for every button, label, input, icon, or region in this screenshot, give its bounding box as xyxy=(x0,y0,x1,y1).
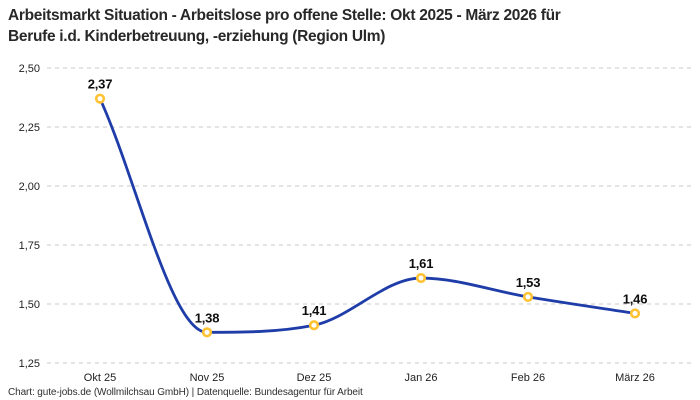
markers-group xyxy=(94,93,641,338)
data-point-label: 2,37 xyxy=(88,77,113,92)
y-axis-labels: 2,50 2,25 2,00 1,75 1,50 1,25 xyxy=(19,63,40,370)
series-line xyxy=(98,97,637,334)
data-point-label: 1,61 xyxy=(409,256,434,271)
y-axis-tick-label: 1,75 xyxy=(19,240,40,252)
data-point-marker xyxy=(522,291,534,303)
x-axis-tick-label: Feb 26 xyxy=(511,372,545,384)
data-point-marker xyxy=(629,308,641,319)
data-point-marker xyxy=(415,272,427,284)
chart-title-line1: Arbeitsmarkt Situation - Arbeitslose pro… xyxy=(8,7,561,24)
y-axis-tick-label: 1,50 xyxy=(19,299,40,311)
data-point-label: 1,53 xyxy=(516,275,541,290)
chart-title: Arbeitsmarkt Situation - Arbeitslose pro… xyxy=(8,5,668,47)
x-axis-tick-label: Dez 25 xyxy=(297,372,332,384)
x-axis-tick-label: Okt 25 xyxy=(84,372,116,384)
chart-attribution: Chart: gute-jobs.de (Wollmilchsau GmbH) … xyxy=(8,387,363,398)
chart-title-line2: Berufe i.d. Kinderbetreuung, -erziehung … xyxy=(8,28,386,45)
x-axis-tick-label: Nov 25 xyxy=(190,372,225,384)
x-axis-tick-label: März 26 xyxy=(615,372,655,384)
x-axis-labels: Okt 25 Nov 25 Dez 25 Jan 26 Feb 26 März 26 xyxy=(84,372,655,384)
y-axis-tick-label: 2,50 xyxy=(19,63,40,75)
data-point-marker xyxy=(94,93,106,104)
data-point-marker xyxy=(308,320,320,331)
value-labels-group: 2,37 1,38 1,41 1,61 1,53 1,46 xyxy=(88,77,648,326)
data-point-label: 1,46 xyxy=(623,291,648,306)
x-axis-tick-label: Jan 26 xyxy=(404,372,437,384)
y-axis-tick-label: 2,00 xyxy=(19,181,40,193)
y-axis-tick-label: 2,25 xyxy=(19,122,40,134)
data-point-label: 1,38 xyxy=(195,310,220,325)
data-point-label: 1,41 xyxy=(302,303,327,318)
y-axis-tick-label: 1,25 xyxy=(19,358,40,370)
data-point-marker xyxy=(201,327,213,338)
